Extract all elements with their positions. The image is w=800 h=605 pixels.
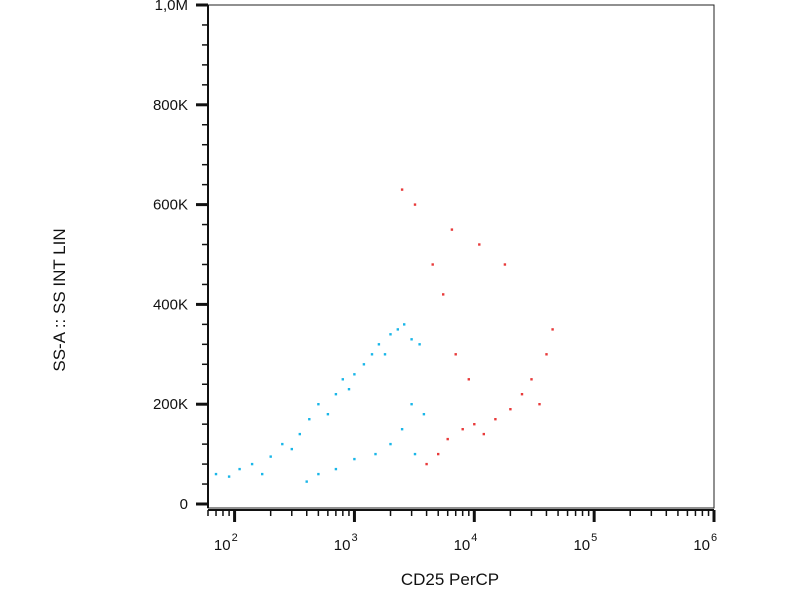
data-point-s0-5 xyxy=(269,455,272,458)
x-tick-label-base: 10 xyxy=(573,537,590,554)
data-point-s0-0 xyxy=(214,472,218,476)
y-tick-label: 600K xyxy=(153,197,188,214)
data-point-s0-23 xyxy=(410,338,413,341)
data-point-s1-15 xyxy=(442,293,445,296)
data-point-s0-16 xyxy=(362,363,366,366)
data-point-s1-8 xyxy=(520,393,524,396)
data-point-s0-24 xyxy=(418,343,421,346)
y-tick-label: 200K xyxy=(153,396,188,413)
x-tick-label: 10 6 xyxy=(693,532,717,554)
data-point-s0-14 xyxy=(347,388,351,391)
data-point-s0-6 xyxy=(281,442,284,446)
data-point-s0-33 xyxy=(422,413,426,416)
x-axis-label: CD25 PerCP xyxy=(400,570,500,589)
data-point-s1-6 xyxy=(494,418,497,421)
data-point-s0-20 xyxy=(389,333,392,336)
data-point-s1-13 xyxy=(467,378,470,381)
data-point-s1-2 xyxy=(446,437,449,441)
data-point-s0-12 xyxy=(334,393,338,396)
data-point-s0-2 xyxy=(238,467,241,471)
data-point-s0-21 xyxy=(396,328,399,331)
x-tick-label-exponent: 6 xyxy=(711,532,717,544)
data-point-s0-25 xyxy=(400,428,404,431)
data-point-s0-28 xyxy=(353,457,356,461)
data-point-s0-10 xyxy=(317,403,320,406)
x-tick-label-exponent: 2 xyxy=(232,532,238,544)
data-point-s1-3 xyxy=(461,428,464,431)
y-tick-label: 800K xyxy=(153,97,188,114)
y-tick-label: 1,0M xyxy=(155,0,188,14)
data-point-s0-30 xyxy=(317,472,320,476)
data-point-s1-11 xyxy=(545,353,548,356)
data-point-s1-0 xyxy=(425,462,428,466)
data-points xyxy=(214,188,554,483)
data-point-s0-15 xyxy=(353,373,356,376)
data-point-s0-13 xyxy=(341,378,344,381)
data-point-s1-1 xyxy=(437,452,440,456)
data-point-s0-34 xyxy=(413,452,417,456)
x-tick-label-exponent: 4 xyxy=(471,532,477,544)
data-point-s0-18 xyxy=(377,343,381,346)
data-point-s1-20 xyxy=(478,243,481,246)
data-point-s1-9 xyxy=(530,378,533,381)
plot-area-frame xyxy=(207,4,715,509)
data-point-s1-16 xyxy=(431,263,434,266)
y-tick-label: 0 xyxy=(180,496,188,513)
data-point-s1-17 xyxy=(450,228,454,231)
x-tick-label: 10 2 xyxy=(214,532,238,554)
x-tick-label-exponent: 3 xyxy=(351,532,357,544)
x-tick-label-exponent: 5 xyxy=(591,532,597,544)
data-point-s0-9 xyxy=(308,418,311,421)
x-tick-label: 10 5 xyxy=(573,532,597,554)
data-point-s1-14 xyxy=(454,353,457,356)
data-point-s0-29 xyxy=(334,467,338,471)
data-point-s0-17 xyxy=(370,353,374,356)
x-tick-label: 10 3 xyxy=(334,532,358,554)
data-point-s1-5 xyxy=(482,432,485,436)
data-point-s1-19 xyxy=(400,188,404,191)
data-point-s0-4 xyxy=(261,472,264,476)
data-point-s1-4 xyxy=(473,423,476,426)
data-point-s0-22 xyxy=(403,323,406,326)
data-point-s1-21 xyxy=(503,263,507,266)
data-point-s1-7 xyxy=(509,408,512,411)
data-point-s0-3 xyxy=(250,462,254,466)
y-axis-label: SS-A :: SS INT LIN xyxy=(50,228,69,372)
data-point-s0-26 xyxy=(389,442,392,446)
data-point-s0-1 xyxy=(227,475,231,478)
x-tick-label: 10 4 xyxy=(454,532,478,554)
x-tick-label-base: 10 xyxy=(693,537,710,554)
x-tick-label-base: 10 xyxy=(214,537,231,554)
data-point-s0-19 xyxy=(383,353,387,356)
x-tick-label-base: 10 xyxy=(334,537,351,554)
y-tick-label: 400K xyxy=(153,296,188,313)
data-point-s1-12 xyxy=(551,328,554,331)
data-point-s1-18 xyxy=(413,203,417,206)
data-point-s0-11 xyxy=(326,413,330,416)
data-point-s0-32 xyxy=(410,403,413,406)
data-point-s0-7 xyxy=(290,447,293,451)
data-point-s0-27 xyxy=(374,452,377,456)
data-point-s1-10 xyxy=(538,403,541,406)
x-tick-label-base: 10 xyxy=(454,537,471,554)
data-point-s0-8 xyxy=(298,432,301,436)
data-point-s0-31 xyxy=(305,480,308,483)
